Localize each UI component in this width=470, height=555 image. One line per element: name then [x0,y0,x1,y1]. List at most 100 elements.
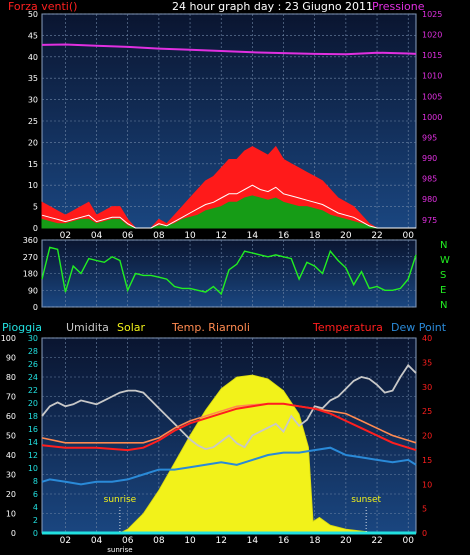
rain-tick-label: 4 [33,503,38,512]
direction-tick-label: 0 [33,303,38,312]
wind-tick-label: 50 [28,10,38,19]
humidity-tick-label: 20 [6,490,16,499]
temperature-tick-label: 40 [422,334,432,343]
humidity-tick-label: 90 [6,354,16,363]
direction-tick-label: 270 [23,253,38,262]
x-tick-label: 08 [153,536,165,546]
pressure-tick-label: 975 [422,216,437,225]
rain-tick-label: 0 [33,529,38,538]
temperature-tick-label: 30 [422,383,432,392]
compass-label: N [440,300,447,311]
solar-area [42,374,416,534]
rain-tick-label: 24 [28,373,38,382]
x-tick-label: 04 [91,536,103,546]
sunset-label: sunset [351,495,381,505]
direction-tick-label: 360 [23,236,38,245]
temperature-tick-label: 0 [422,529,427,538]
wind-tick-label: 25 [28,117,38,126]
pressure-tick-label: 980 [422,195,437,204]
rain-tick-label: 8 [33,477,38,486]
pressure-axis-label: Pressione [372,0,425,13]
wind-tick-label: 35 [28,74,38,83]
rain-tick-label: 22 [28,386,38,395]
x-tick-label: 00 [402,536,414,546]
wind-tick-label: 30 [28,96,38,105]
x-tick-label: 10 [184,231,196,241]
wind-tick-label: 5 [33,203,38,212]
pressure-tick-label: 985 [422,175,437,184]
x-tick-label: 22 [371,231,382,241]
direction-tick-label: 90 [28,286,38,295]
compass-label: N [440,240,447,251]
legend-pioggia: Pioggia [2,321,42,334]
x-tick-label: 20 [340,231,352,241]
rain-tick-label: 6 [33,490,38,499]
x-tick-label: 06 [122,231,134,241]
humidity-tick-label: 50 [6,432,16,441]
indoor-temp-line [41,403,417,444]
pressure-tick-label: 995 [422,133,437,142]
temperature-tick-label: 5 [422,505,427,514]
humidity-tick-label: 30 [6,471,16,480]
x-tick-label: 14 [247,231,259,241]
temperature-line [41,402,417,452]
rain-tick-label: 30 [28,334,38,343]
x-tick-label: 04 [91,231,103,241]
legend-temp-riarnoli: Temp. Riarnoli [171,321,250,334]
wind-tick-label: 20 [28,138,38,147]
x-tick-label: 16 [278,231,290,241]
pressure-tick-label: 1000 [422,113,442,122]
wind-tick-label: 0 [33,224,38,233]
x-tick-label: 02 [60,536,71,546]
wind-tick-label: 40 [28,53,38,62]
pressure-tick-label: 1015 [422,51,442,60]
x-tick-label: 10 [184,536,196,546]
compass-label: E [440,285,446,296]
wind-average-line [41,184,416,229]
legend-temperatura: Temperatura [312,321,383,334]
humidity-tick-label: 70 [6,393,16,402]
wind-speed-area [41,195,416,229]
pressure-tick-label: 1010 [422,72,442,81]
legend-umidita: Umidita [66,321,109,334]
temperature-tick-label: 15 [422,456,432,465]
x-tick-label: 12 [215,536,226,546]
x-tick-label: 12 [215,231,226,241]
x-tick-label: 22 [371,536,382,546]
x-tick-label: 02 [60,231,71,241]
temperature-tick-label: 10 [422,480,432,489]
temperature-tick-label: 20 [422,432,432,441]
wind-axis-label: Forza venti() [8,0,77,13]
pressure-tick-label: 990 [422,154,437,163]
rain-tick-label: 10 [28,464,38,473]
temperature-tick-label: 25 [422,407,432,416]
legend-dew-point: Dew Point [391,321,447,334]
compass-label: S [440,270,446,281]
sunrise-label: sunrise [104,495,137,505]
humidity-tick-label: 40 [6,451,16,460]
humidity-tick-label: 0 [11,529,16,538]
x-tick-label: 06 [122,536,134,546]
rain-tick-label: 20 [28,399,38,408]
x-tick-label: 08 [153,231,165,241]
rain-tick-label: 16 [28,425,38,434]
direction-tick-label: 180 [23,270,38,279]
wind-gust-area [41,145,416,229]
rain-tick-label: 2 [33,516,38,525]
wind-tick-label: 15 [28,160,38,169]
humidity-tick-label: 10 [6,510,16,519]
x-tick-label: 14 [247,536,259,546]
x-tick-label: 18 [309,536,321,546]
humidity-tick-label: 60 [6,412,16,421]
pressure-tick-label: 1020 [422,31,442,40]
pressure-tick-label: 1005 [422,92,442,101]
wind-tick-label: 45 [28,31,38,40]
pressure-tick-label: 1025 [422,10,442,19]
x-tick-label: 18 [309,231,321,241]
wind-tick-label: 10 [28,181,38,190]
humidity-tick-label: 100 [1,334,16,343]
temperature-tick-label: 35 [422,358,432,367]
x-tick-label: 16 [278,536,290,546]
